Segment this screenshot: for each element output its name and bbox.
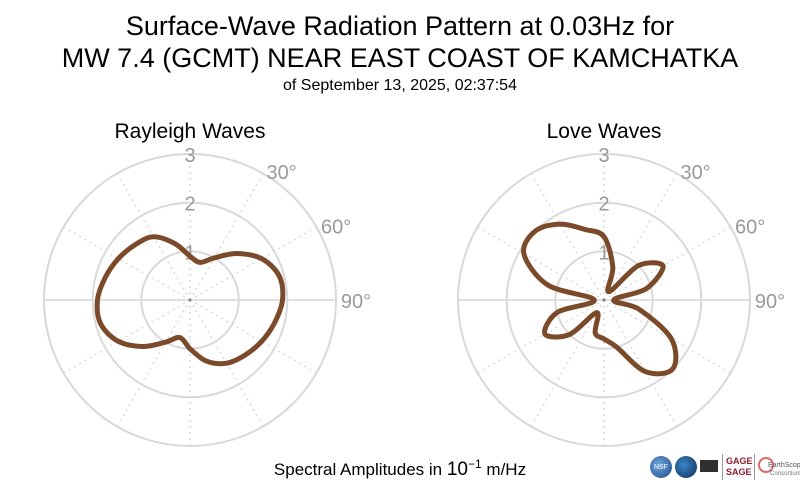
radiation-pattern-line [521, 221, 679, 377]
radius-gridline [554, 250, 654, 350]
center-point [188, 298, 192, 302]
angle-gridline [603, 226, 731, 301]
nsf-logo: NSF [650, 456, 672, 478]
angle-tick-label: 60° [735, 217, 765, 239]
radius-gridline [91, 201, 289, 399]
gage-logo-text: GAGE [726, 456, 753, 466]
angle-gridline [63, 299, 191, 374]
angle-gridline [530, 173, 605, 301]
angle-gridline [116, 299, 191, 427]
sage-logo-text: SAGE [726, 467, 752, 477]
nsf-logo-text: NSF [654, 464, 668, 471]
angle-tick-label: 30° [681, 162, 711, 184]
angle-gridline [189, 226, 317, 301]
angle-tick-label: 30° [267, 162, 297, 184]
radius-gridline [457, 153, 751, 447]
units-caption: Spectral Amplitudes in 10−1 m/Hz [0, 452, 800, 482]
angle-gridline [603, 173, 678, 301]
radius-tick-label: 3 [598, 145, 609, 167]
units-exponent: −1 [467, 457, 482, 471]
units-base: 10 [446, 459, 468, 480]
panel-title: Love Waves [547, 120, 662, 143]
angle-gridline [189, 173, 264, 301]
chart-title-date: of September 13, 2025, 02:37:54 [283, 77, 517, 94]
usgs-logo [700, 460, 718, 472]
earthscope-icon [758, 457, 774, 473]
radius-tick-label: 2 [598, 194, 609, 216]
radius-tick-label: 2 [184, 194, 195, 216]
radius-gridline [43, 153, 337, 447]
nasa-logo [675, 456, 697, 478]
center-point [602, 298, 606, 302]
logo-divider-2 [754, 454, 755, 480]
units-prefix: Spectral Amplitudes in [273, 460, 443, 479]
angle-gridline [189, 299, 317, 374]
earthscope-logo-text: EarthScope [768, 462, 800, 469]
angle-gridline [477, 299, 605, 374]
angle-tick-label: 60° [321, 217, 351, 239]
chart-title-line-2: MW 7.4 (GCMT) NEAR EAST COAST OF KAMCHAT… [61, 43, 739, 73]
radius-gridline [505, 201, 703, 399]
logo-divider [722, 454, 723, 480]
radius-tick-label: 3 [184, 145, 195, 167]
radiation-pattern-line [94, 234, 286, 367]
chart-title-line-1: Surface-Wave Radiation Pattern at 0.03Hz… [125, 11, 675, 41]
angle-gridline [477, 226, 605, 301]
sponsor-logos: NSF GAGE SAGE EarthScope Consortium [650, 454, 800, 482]
angle-gridline [603, 299, 678, 427]
panel-title: Rayleigh Waves [115, 120, 266, 143]
angle-tick-label: 90° [755, 291, 785, 313]
radius-tick-label: 1 [598, 242, 609, 264]
units-unit: m/Hz [486, 460, 527, 479]
angle-tick-label: 90° [341, 291, 371, 313]
angle-gridline [63, 226, 191, 301]
earthscope-consortium-text: Consortium [770, 471, 800, 477]
angle-gridline [530, 299, 605, 427]
